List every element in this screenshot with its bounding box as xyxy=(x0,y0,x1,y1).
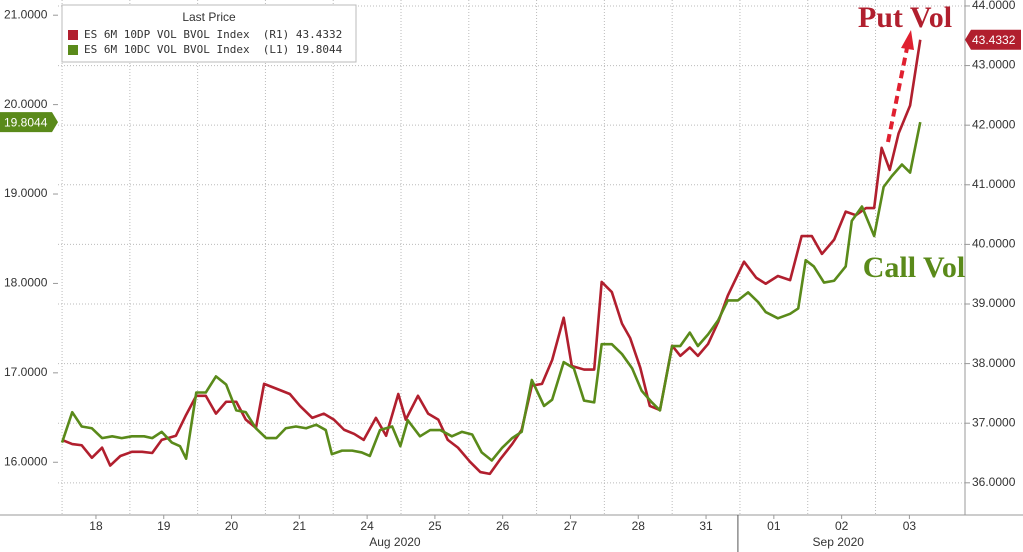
legend-swatch xyxy=(68,45,78,55)
arrow-head xyxy=(901,30,914,50)
legend-title: Last Price xyxy=(182,10,236,24)
y2-tick-label: 39.0000 xyxy=(972,296,1016,310)
y2-tick-label: 37.0000 xyxy=(972,415,1016,429)
x-tick-label: 19 xyxy=(157,519,171,533)
y-tick-label: 16.0000 xyxy=(4,454,48,468)
flag-label: 19.8044 xyxy=(4,115,48,129)
annotation: Put Vol xyxy=(858,1,952,34)
y-tick-label: 18.0000 xyxy=(4,276,48,290)
x-tick-label: 31 xyxy=(699,519,713,533)
y2-tick-label: 44.0000 xyxy=(972,0,1016,12)
last-value-flag: 43.4332 xyxy=(965,29,1021,50)
x-tick-label: 01 xyxy=(767,519,781,533)
legend-label: ES 6M 10DC VOL BVOL Index (L1) 19.8044 xyxy=(84,43,343,56)
x-tick-label: 27 xyxy=(564,519,578,533)
month-label: Sep 2020 xyxy=(813,535,865,549)
annotation: Call Vol xyxy=(863,251,966,284)
x-tick-label: 03 xyxy=(903,519,917,533)
legend: Last Price ES 6M 10DP VOL BVOL Index (R1… xyxy=(61,4,357,63)
y2-tick-label: 38.0000 xyxy=(972,356,1016,370)
legend-label: ES 6M 10DP VOL BVOL Index (R1) 43.4332 xyxy=(84,28,342,41)
y2-tick-label: 43.0000 xyxy=(972,58,1016,72)
x-tick-label: 28 xyxy=(632,519,646,533)
x-tick-label: 18 xyxy=(89,519,103,533)
x-tick-label: 26 xyxy=(496,519,510,533)
x-tick-label: 20 xyxy=(225,519,239,533)
legend-swatch xyxy=(68,30,78,40)
last-value-flag: 19.8044 xyxy=(0,112,58,133)
month-label: Aug 2020 xyxy=(369,535,421,549)
legend-box xyxy=(61,4,357,63)
arrow-shaft xyxy=(886,47,909,143)
y2-tick-label: 41.0000 xyxy=(972,177,1016,191)
y-tick-label: 20.0000 xyxy=(4,97,48,111)
line-series xyxy=(61,39,922,476)
y2-tick-label: 42.0000 xyxy=(972,117,1016,131)
y-tick-label: 17.0000 xyxy=(4,365,48,379)
flag-shape xyxy=(965,29,1021,50)
flag-shape xyxy=(0,112,58,133)
x-tick-label: 24 xyxy=(360,519,374,533)
x-tick-label: 25 xyxy=(428,519,442,533)
y-tick-label: 19.0000 xyxy=(4,186,48,200)
y2-tick-label: 36.0000 xyxy=(972,475,1016,489)
y2-tick-label: 40.0000 xyxy=(972,237,1016,251)
arrow xyxy=(886,30,914,143)
x-tick-label: 21 xyxy=(293,519,307,533)
x-tick-label: 02 xyxy=(835,519,849,533)
line-series xyxy=(60,121,922,462)
y-tick-label: 21.0000 xyxy=(4,7,48,21)
flag-label: 43.4332 xyxy=(972,33,1016,47)
